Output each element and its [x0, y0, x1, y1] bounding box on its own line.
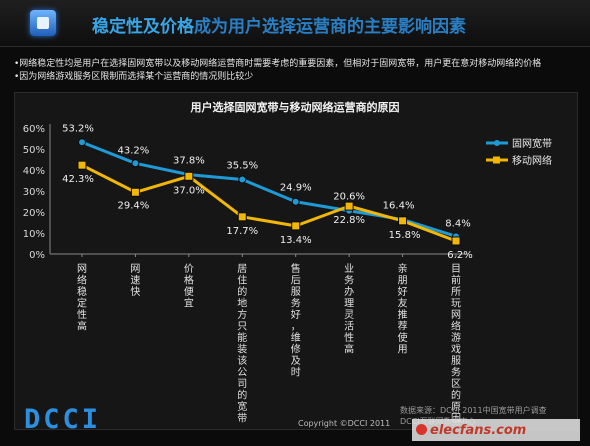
data-label: 53.2% [62, 123, 94, 134]
data-point [344, 201, 354, 211]
data-label: 20.6% [333, 192, 365, 203]
data-label: 13.4% [280, 235, 312, 246]
data-label: 37.0% [173, 185, 205, 196]
y-tick-label: 60% [23, 124, 45, 135]
data-point [451, 236, 461, 246]
x-tick-label: 网络稳定性高 [77, 263, 87, 333]
bullet-2: •因为网络游戏服务区限制而选择某个运营商的情况则比较少 [14, 72, 254, 82]
summary-bullets: •网络稳定性均是用户在选择固网宽带以及移动网络运营商时需要考虑的重要因素，但相对… [14, 58, 541, 84]
x-tick-label: 居住的地方只能装该公司的宽带 [237, 263, 247, 425]
y-tick-label: 20% [23, 208, 45, 219]
x-tick-label: 网速快 [130, 263, 140, 298]
y-tick-label: 40% [23, 166, 45, 177]
data-point [291, 221, 301, 231]
y-tick-label: 30% [23, 187, 45, 198]
copyright: Copyright ©DCCI 2011 [298, 419, 391, 428]
source-line-1: 数据来源：DCCI 2011中国宽带用户调查 [400, 406, 547, 415]
data-label: 16.4% [383, 201, 415, 212]
x-tick-label: 目前所玩网络游戏服务区的原因 [451, 264, 461, 425]
data-point [291, 197, 300, 206]
data-point [130, 187, 140, 197]
title-banner: 稳定性及价格成为用户选择运营商的主要影响因素 [0, 0, 590, 47]
legend-marker [494, 140, 500, 146]
data-point [78, 138, 86, 147]
data-label: 43.2% [118, 145, 150, 156]
data-point [131, 159, 140, 168]
y-tick-label: 0% [29, 250, 45, 261]
x-tick-label: 售后服务好，维修及时 [291, 262, 301, 379]
chart-title: 用户选择固网宽带与移动网络运营商的原因 [190, 101, 400, 114]
legend-marker [493, 156, 500, 164]
bullet-1: •网络稳定性均是用户在选择固网宽带以及移动网络运营商时需要考虑的重要因素，但相对… [14, 59, 542, 69]
data-point [184, 171, 194, 181]
data-label: 35.5% [226, 160, 258, 171]
data-label: 22.8% [333, 215, 365, 226]
data-point [77, 160, 87, 170]
data-label: 42.3% [62, 174, 94, 185]
data-label: 15.8% [389, 230, 421, 241]
x-tick-label: 业务办理灵活性高 [344, 263, 354, 356]
watermark: elecfans.com [412, 419, 580, 441]
dcci-logo: DCCI [24, 404, 102, 435]
data-point [398, 216, 408, 226]
y-tick-label: 10% [23, 229, 45, 240]
x-tick-label: 亲朋好友推荐使用 [398, 262, 408, 356]
page-title-highlight: 稳定性及价格 [92, 17, 194, 37]
data-label: 29.4% [118, 200, 150, 211]
x-tick-label: 价格便宜 [184, 263, 194, 310]
data-label: 17.7% [226, 226, 258, 237]
chart-panel [14, 92, 578, 430]
legend-label: 固网宽带 [512, 137, 552, 150]
y-tick-label: 50% [23, 145, 45, 156]
data-label: 6.2% [447, 250, 472, 261]
page-title: 稳定性及价格成为用户选择运营商的主要影响因素 [92, 12, 466, 37]
data-label: 37.8% [173, 156, 205, 167]
legend-label: 移动网络 [512, 154, 552, 167]
series-line-mobile [81, 163, 457, 243]
data-point [238, 175, 247, 184]
report-icon [30, 10, 56, 36]
data-label: 8.4% [445, 218, 470, 229]
data-point [237, 212, 247, 222]
page-title-rest: 成为用户选择运营商的主要影响因素 [194, 17, 466, 37]
data-label: 24.9% [280, 183, 312, 194]
